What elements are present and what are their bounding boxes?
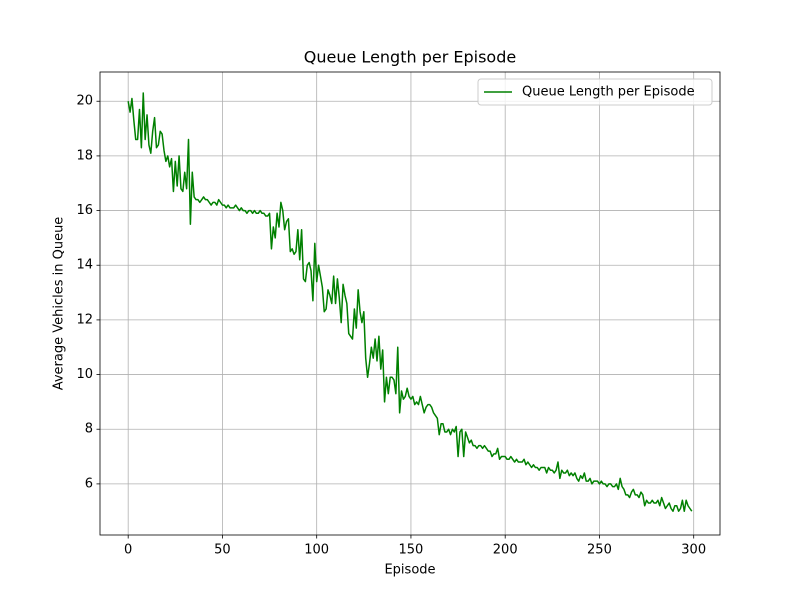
y-tick-label: 14 bbox=[76, 258, 93, 273]
x-axis-label: Episode bbox=[384, 563, 435, 578]
x-tick-label: 50 bbox=[214, 543, 231, 558]
axes-frame bbox=[99, 71, 721, 536]
x-tick-label: 300 bbox=[681, 543, 706, 558]
chart-title: Queue Length per Episode bbox=[304, 48, 516, 67]
x-tick-label: 250 bbox=[587, 543, 612, 558]
legend-box bbox=[477, 78, 713, 106]
legend: Queue Length per Episode bbox=[477, 78, 713, 106]
y-tick-label: 20 bbox=[76, 94, 93, 109]
x-tick-label: 200 bbox=[493, 543, 518, 558]
legend-label: Queue Length per Episode bbox=[522, 85, 695, 100]
y-axis-label: Average Vehicles in Queue bbox=[52, 217, 67, 391]
y-tick-label: 10 bbox=[76, 367, 93, 382]
y-tick-label: 16 bbox=[76, 203, 93, 218]
y-tick-label: 18 bbox=[76, 148, 93, 163]
y-tick-label: 8 bbox=[85, 422, 93, 437]
y-tick-label: 12 bbox=[76, 312, 93, 327]
y-tick-label: 6 bbox=[85, 476, 93, 491]
x-tick-label: 150 bbox=[399, 543, 424, 558]
x-tick-label: 0 bbox=[124, 543, 132, 558]
data-line bbox=[127, 92, 693, 512]
x-tick-label: 100 bbox=[304, 543, 329, 558]
